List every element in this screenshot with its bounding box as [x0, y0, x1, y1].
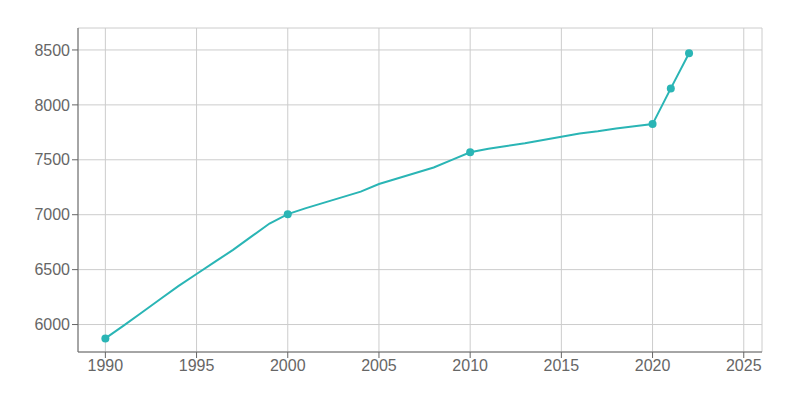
svg-text:7000: 7000 — [34, 206, 70, 223]
svg-text:2000: 2000 — [270, 357, 306, 374]
svg-text:7500: 7500 — [34, 151, 70, 168]
svg-text:2010: 2010 — [452, 357, 488, 374]
svg-text:1990: 1990 — [88, 357, 124, 374]
svg-text:2020: 2020 — [635, 357, 671, 374]
svg-text:2025: 2025 — [726, 357, 762, 374]
svg-text:6500: 6500 — [34, 261, 70, 278]
svg-text:8500: 8500 — [34, 42, 70, 59]
svg-text:8000: 8000 — [34, 97, 70, 114]
svg-text:2015: 2015 — [544, 357, 580, 374]
svg-text:1995: 1995 — [179, 357, 215, 374]
svg-text:2005: 2005 — [361, 357, 397, 374]
svg-text:6000: 6000 — [34, 316, 70, 333]
